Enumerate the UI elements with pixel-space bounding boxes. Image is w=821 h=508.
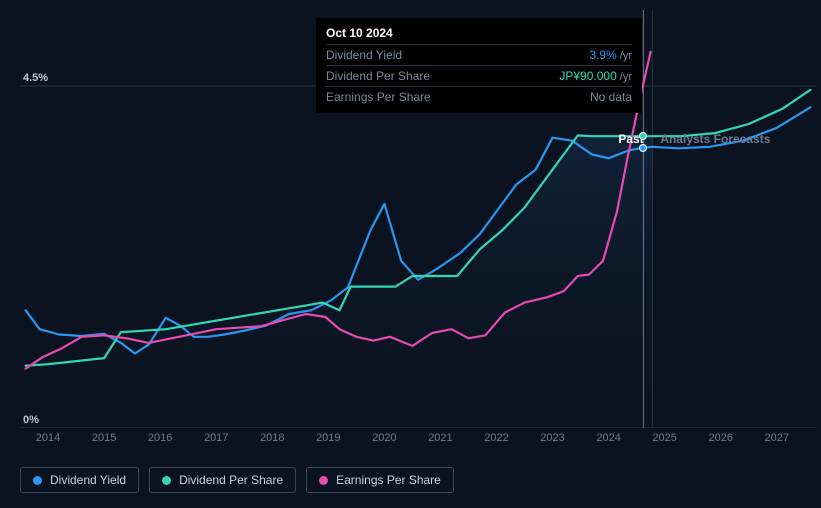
legend-dot-icon bbox=[33, 476, 42, 485]
phase-label-forecast: Analysts Forecasts bbox=[660, 132, 770, 146]
x-tick-label: 2027 bbox=[765, 432, 789, 444]
cursor-marker-dy bbox=[639, 144, 647, 152]
cursor-marker-dps bbox=[639, 132, 647, 140]
x-tick-label: 2016 bbox=[148, 432, 172, 444]
x-tick-label: 2014 bbox=[36, 432, 60, 444]
x-tick-label: 2026 bbox=[708, 432, 732, 444]
tooltip-row: Dividend Yield 3.9%/yr bbox=[326, 44, 632, 65]
legend-item-dps[interactable]: Dividend Per Share bbox=[149, 467, 296, 493]
tooltip-key: Dividend Per Share bbox=[326, 69, 430, 83]
legend-item-eps[interactable]: Earnings Per Share bbox=[306, 467, 454, 493]
legend-dot-icon bbox=[319, 476, 328, 485]
x-axis-labels: 2014 2015 2016 2017 2018 2019 2020 2021 2022 2023… bbox=[20, 432, 816, 448]
legend-label: Dividend Per Share bbox=[179, 473, 283, 487]
x-tick-label: 2018 bbox=[260, 432, 284, 444]
x-tick-label: 2025 bbox=[652, 432, 676, 444]
x-tick-label: 2020 bbox=[372, 432, 396, 444]
chart-legend: Dividend Yield Dividend Per Share Earnings… bbox=[20, 467, 454, 493]
x-tick-label: 2017 bbox=[204, 432, 228, 444]
tooltip-value: 3.9%/yr bbox=[589, 48, 632, 62]
tooltip-key: Dividend Yield bbox=[326, 48, 402, 62]
y-tick-label: 0% bbox=[23, 414, 39, 426]
tooltip-value: JP¥90.000/yr bbox=[559, 69, 632, 83]
tooltip-row: Earnings Per Share No data bbox=[326, 86, 632, 107]
x-tick-label: 2022 bbox=[484, 432, 508, 444]
x-tick-label: 2024 bbox=[596, 432, 620, 444]
x-tick-label: 2021 bbox=[428, 432, 452, 444]
y-tick-label: 4.5% bbox=[23, 72, 48, 84]
x-tick-label: 2015 bbox=[92, 432, 116, 444]
dividend-history-chart: 2014 2015 2016 2017 2018 2019 2020 2021 2022 2023… bbox=[0, 0, 821, 508]
chart-tooltip: Oct 10 2024 Dividend Yield3.9%/yrDividen… bbox=[316, 18, 642, 113]
tooltip-value: No data bbox=[590, 90, 632, 104]
x-tick-label: 2019 bbox=[316, 432, 340, 444]
legend-label: Dividend Yield bbox=[50, 473, 126, 487]
legend-label: Earnings Per Share bbox=[336, 473, 441, 487]
legend-dot-icon bbox=[162, 476, 171, 485]
legend-item-dy[interactable]: Dividend Yield bbox=[20, 467, 139, 493]
tooltip-row: Dividend Per Share JP¥90.000/yr bbox=[326, 65, 632, 86]
tooltip-date: Oct 10 2024 bbox=[326, 26, 632, 44]
tooltip-key: Earnings Per Share bbox=[326, 90, 431, 104]
x-tick-label: 2023 bbox=[540, 432, 564, 444]
